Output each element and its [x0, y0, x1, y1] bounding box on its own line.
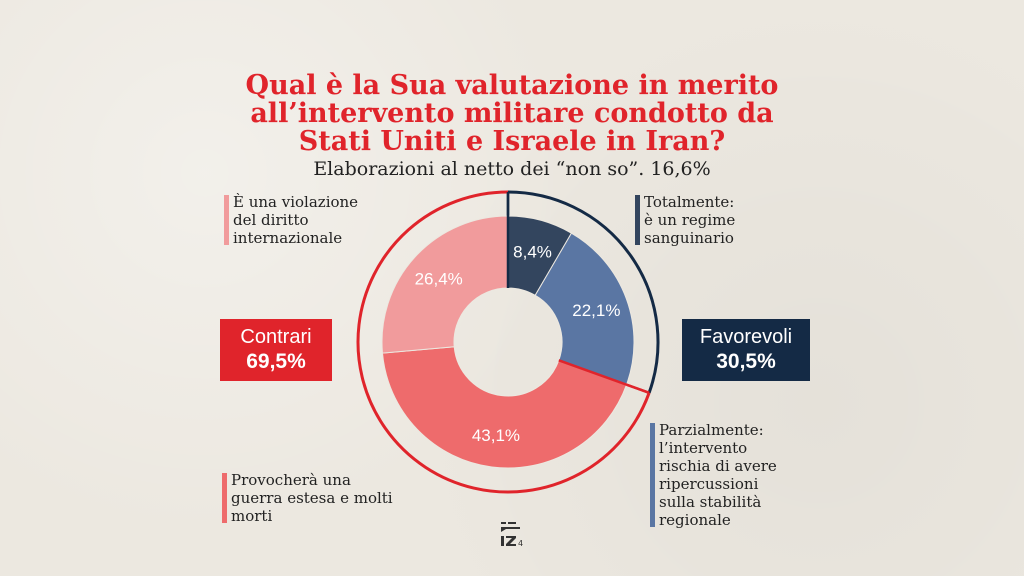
title-line-1: Qual è la Sua valutazione in merito [245, 70, 779, 101]
group-favorevoli-label: Favorevoli [699, 326, 793, 348]
note-violazione-text: È una violazione del diritto internazion… [233, 193, 359, 247]
slice-label-2: 22,1% [572, 301, 620, 320]
chart-title: Qual è la Sua valutazione in merito all’… [0, 72, 1024, 156]
note-parzialmente-bar [650, 423, 655, 527]
group-ring-favorevoli [507, 190, 660, 394]
group-favorevoli-value: 30,5% [716, 350, 776, 373]
title-line-3: Stati Uniti e Israele in Iran? [298, 126, 726, 157]
brand-logo-icon: 4 [501, 522, 523, 548]
note-regime: Totalmente: è un regime sanguinario [635, 193, 735, 247]
slice-label-3: 43,1% [472, 426, 520, 445]
donut-slice-3 [381, 346, 628, 469]
note-guerra-bar [222, 473, 227, 523]
title-line-2: all’intervento militare condotto da [250, 98, 774, 129]
svg-text:4: 4 [518, 539, 523, 548]
group-contrari-badge: Contrari 69,5% [220, 319, 332, 381]
note-parzialmente-text: Parzialmente: l’intervento rischia di av… [659, 421, 777, 529]
note-regime-text: Totalmente: è un regime sanguinario [644, 193, 736, 247]
slice-label-1: 8,4% [513, 242, 552, 261]
chart-subtitle: Elaborazioni al netto dei “non so”. 16,6… [313, 158, 711, 180]
note-regime-bar [635, 195, 640, 245]
group-contrari-label: Contrari [240, 326, 312, 348]
note-guerra-text: Provocherà una guerra estesa e molti mor… [231, 471, 393, 525]
note-parzialmente: Parzialmente: l’intervento rischia di av… [650, 421, 777, 529]
slice-label-4: 26,4% [415, 270, 463, 289]
group-contrari-value: 69,5% [246, 350, 306, 373]
note-violazione-bar [224, 195, 229, 245]
group-favorevoli-badge: Favorevoli 30,5% [682, 319, 810, 381]
donut-slice-2 [534, 232, 635, 386]
note-violazione: È una violazione del diritto internazion… [224, 193, 358, 247]
note-guerra: Provocherà una guerra estesa e molti mor… [222, 471, 393, 525]
group-ring-contrari [356, 190, 651, 494]
group-boundary-line [558, 359, 650, 394]
donut-slice-4 [381, 215, 509, 354]
